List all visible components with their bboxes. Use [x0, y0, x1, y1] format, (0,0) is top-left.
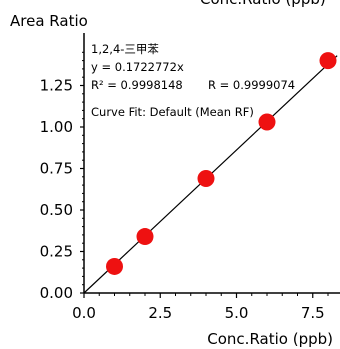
x-tick-label: 5.0 — [225, 304, 249, 322]
y-tick-label: 0.25 — [40, 243, 73, 261]
y-tick-label: 1.00 — [40, 118, 73, 136]
data-point — [197, 169, 215, 187]
x-axis-title: Conc.Ratio (ppb) — [207, 330, 333, 348]
data-point — [258, 113, 276, 131]
plot-area: 0.00 0.25 0.50 0.75 1.00 1.25 0.0 2.5 5.0 7.5 1,… — [40, 33, 340, 322]
data-points — [106, 52, 337, 275]
y-tick-label: 0.75 — [40, 160, 73, 178]
top-axis-label-clipped: Conc.Ratio (ppb) — [200, 0, 326, 8]
annotation-r-squared: R² = 0.9998148 — [91, 78, 183, 92]
x-tick-label: 0.0 — [72, 304, 96, 322]
data-point — [136, 228, 154, 246]
y-axis-ticks: 0.00 0.25 0.50 0.75 1.00 1.25 — [40, 51, 84, 302]
annotation-block: 1,2,4-三甲苯 y = 0.1722772x R² = 0.9998148 … — [91, 42, 295, 119]
annotation-curve-fit: Curve Fit: Default (Mean RF) — [91, 105, 254, 119]
x-tick-label: 2.5 — [148, 304, 172, 322]
annotation-r-value: R = 0.9999074 — [208, 78, 295, 92]
data-point — [106, 257, 123, 275]
annotation-equation: y = 0.1722772x — [91, 60, 184, 74]
data-point — [319, 52, 337, 70]
x-axis-ticks: 0.0 2.5 5.0 7.5 — [72, 293, 329, 322]
y-tick-label: 0.00 — [40, 284, 73, 302]
y-axis-title: Area Ratio — [10, 12, 88, 30]
x-tick-label: 7.5 — [301, 304, 325, 322]
annotation-compound: 1,2,4-三甲苯 — [91, 42, 159, 56]
y-tick-label: 1.25 — [40, 77, 73, 95]
y-tick-label: 0.50 — [40, 201, 73, 219]
